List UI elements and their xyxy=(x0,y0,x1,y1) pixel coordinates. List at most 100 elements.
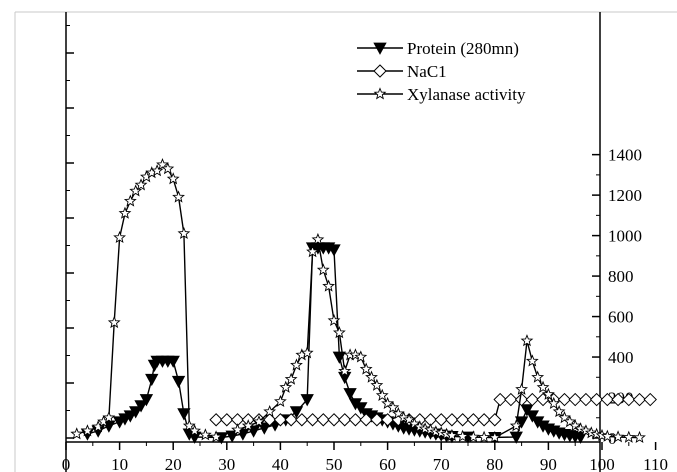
data-point xyxy=(134,178,148,191)
data-point xyxy=(306,245,319,258)
data-point xyxy=(514,416,529,429)
data-point xyxy=(327,413,341,427)
x-tick-label: 40 xyxy=(272,455,289,472)
x-tick-label: 90 xyxy=(540,455,557,472)
data-point xyxy=(633,430,646,444)
legend-marker xyxy=(373,87,387,100)
x-tick-label: 10 xyxy=(111,455,128,472)
y2-tick-label: 1000 xyxy=(608,227,642,246)
data-point xyxy=(477,413,491,427)
data-point xyxy=(568,392,582,407)
data-point xyxy=(316,263,330,276)
data-point xyxy=(370,378,384,391)
legend-marker xyxy=(373,64,387,78)
data-point xyxy=(177,226,191,240)
data-point xyxy=(611,430,625,443)
data-point xyxy=(273,413,288,427)
data-point xyxy=(150,164,164,177)
data-point xyxy=(493,392,507,407)
data-point xyxy=(139,394,154,407)
data-point xyxy=(488,430,502,444)
data-point xyxy=(107,315,121,329)
data-point xyxy=(118,206,132,219)
x-tick-label: 80 xyxy=(486,455,503,472)
data-point xyxy=(622,392,636,407)
x-tick-label: 70 xyxy=(433,455,450,472)
y2-tick-label: 1200 xyxy=(608,186,642,205)
data-point xyxy=(300,394,314,407)
data-point xyxy=(70,427,84,440)
data-point xyxy=(386,400,400,414)
data-point xyxy=(520,404,534,417)
data-point xyxy=(327,313,341,327)
data-point xyxy=(375,388,389,401)
y2-tick-label: 800 xyxy=(608,267,634,286)
data-point xyxy=(456,429,470,442)
data-point xyxy=(579,424,593,437)
data-point xyxy=(81,424,94,437)
data-point xyxy=(161,162,175,175)
y2-tick-label: 0 xyxy=(608,429,617,448)
data-point xyxy=(359,413,373,427)
data-point xyxy=(263,404,277,418)
data-point xyxy=(424,423,437,436)
data-point xyxy=(166,172,180,185)
data-point xyxy=(525,354,539,367)
data-point xyxy=(338,413,352,427)
data-point xyxy=(552,404,566,418)
data-point xyxy=(531,370,545,383)
data-point xyxy=(327,244,341,257)
series-line xyxy=(87,247,581,439)
data-point xyxy=(413,420,427,433)
data-point xyxy=(209,413,223,427)
data-point xyxy=(359,362,373,375)
data-point xyxy=(332,326,346,339)
data-point xyxy=(488,413,502,427)
x-tick-label: 60 xyxy=(379,455,396,472)
data-point xyxy=(338,364,352,377)
data-point xyxy=(600,392,615,407)
data-point xyxy=(311,232,325,246)
data-point xyxy=(574,422,587,435)
data-point xyxy=(290,358,303,371)
data-point xyxy=(198,428,212,441)
data-point xyxy=(397,411,411,424)
x-tick-label: 100 xyxy=(589,455,615,472)
data-point xyxy=(343,388,357,401)
data-point xyxy=(354,402,368,415)
legend-label: Protein (280mn) xyxy=(407,39,519,58)
data-point xyxy=(509,431,523,444)
x-tick-label: 110 xyxy=(643,455,668,472)
y2-tick-label: 1400 xyxy=(608,146,642,165)
data-point xyxy=(129,406,143,419)
x-tick-label: 0 xyxy=(62,455,71,472)
axes-group: 0200400600800100012001400010203040506070… xyxy=(62,12,668,472)
data-point xyxy=(129,184,143,197)
legend-label: Xylanase activity xyxy=(407,85,526,104)
data-point xyxy=(289,406,304,419)
series-2 xyxy=(209,392,657,427)
data-point xyxy=(316,413,330,427)
data-point xyxy=(622,430,636,443)
data-point xyxy=(525,410,539,423)
x-tick-label: 20 xyxy=(165,455,182,472)
data-point xyxy=(354,350,368,363)
data-point xyxy=(408,417,421,430)
data-point xyxy=(600,429,614,442)
data-point xyxy=(380,413,395,427)
data-point xyxy=(284,372,298,385)
data-point xyxy=(445,413,459,427)
data-point xyxy=(611,392,625,407)
data-point xyxy=(434,413,448,427)
data-point xyxy=(209,430,223,443)
data-point xyxy=(252,415,266,428)
data-point xyxy=(509,419,523,432)
x-tick-label: 50 xyxy=(326,455,343,472)
data-point xyxy=(123,194,137,207)
data-point xyxy=(274,394,287,408)
data-point xyxy=(520,334,534,347)
data-point xyxy=(182,419,196,432)
y2-tick-label: 600 xyxy=(608,308,634,327)
data-point xyxy=(220,413,234,427)
